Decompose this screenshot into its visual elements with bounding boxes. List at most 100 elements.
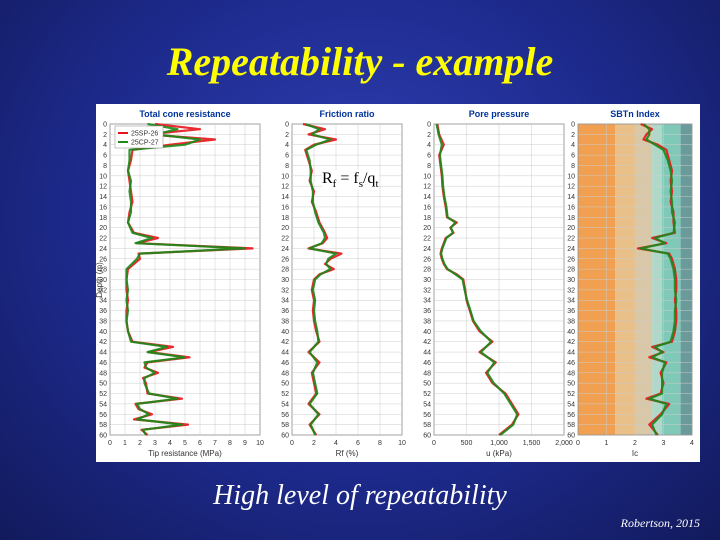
depth-tick-label: 0 <box>285 122 289 129</box>
depth-tick-label: 48 <box>281 370 289 377</box>
depth-tick-label: 50 <box>281 381 289 388</box>
depth-tick-label: 32 <box>567 287 575 294</box>
depth-tick-label: 40 <box>281 329 289 336</box>
depth-tick-label: 56 <box>99 412 107 419</box>
depth-tick-label: 30 <box>281 277 289 284</box>
depth-tick-label: 28 <box>423 267 431 274</box>
panel-xlabel: Ic <box>632 449 638 458</box>
series-line-25cp-27 <box>125 122 247 436</box>
x-tick-label: 1 <box>123 440 127 447</box>
depth-tick-label: 24 <box>567 246 575 253</box>
x-tick-label: 10 <box>256 440 264 447</box>
depth-tick-label: 54 <box>423 401 431 408</box>
x-tick-label: 4 <box>334 440 338 447</box>
depth-tick-label: 50 <box>99 381 107 388</box>
x-tick-label: 2 <box>312 440 316 447</box>
depth-tick-label: 44 <box>567 350 575 357</box>
depth-tick-label: 34 <box>423 298 431 305</box>
depth-tick-label: 34 <box>99 298 107 305</box>
depth-tick-label: 32 <box>99 287 107 294</box>
panel-xlabel: Tip resistance (MPa) <box>148 449 222 458</box>
depth-tick-label: 0 <box>427 122 431 129</box>
depth-tick-label: 2 <box>103 132 107 139</box>
x-tick-label: 5 <box>183 440 187 447</box>
depth-axis-label: Depth (m) <box>96 262 104 298</box>
depth-tick-label: 42 <box>423 339 431 346</box>
series-line-25cp-27 <box>304 122 338 436</box>
depth-tick-label: 24 <box>423 246 431 253</box>
x-tick-label: 2,000 <box>555 440 573 447</box>
depth-tick-label: 2 <box>427 132 431 139</box>
depth-tick-label: 30 <box>99 277 107 284</box>
depth-tick-label: 58 <box>99 422 107 429</box>
series-line-25cp-27 <box>639 123 678 436</box>
depth-tick-label: 10 <box>99 173 107 180</box>
depth-tick-label: 56 <box>281 412 289 419</box>
x-tick-label: 0 <box>108 440 112 447</box>
depth-tick-label: 4 <box>103 142 107 149</box>
depth-tick-label: 54 <box>99 401 107 408</box>
depth-tick-label: 46 <box>423 360 431 367</box>
x-tick-label: 2 <box>633 440 637 447</box>
x-tick-label: 10 <box>398 440 406 447</box>
depth-tick-label: 12 <box>281 184 289 191</box>
formula-eq: = f <box>336 170 359 187</box>
depth-tick-label: 58 <box>423 422 431 429</box>
legend-label: 25SP-26 <box>131 131 158 138</box>
formula-sub-s: s <box>358 178 363 191</box>
depth-tick-label: 4 <box>427 142 431 149</box>
x-tick-label: 3 <box>662 440 666 447</box>
x-tick-label: 1,500 <box>523 440 541 447</box>
x-tick-label: 7 <box>213 440 217 447</box>
depth-tick-label: 24 <box>99 246 107 253</box>
x-tick-label: 8 <box>378 440 382 447</box>
depth-tick-label: 60 <box>567 433 575 440</box>
formula-sub-f: f <box>332 178 337 191</box>
depth-tick-label: 20 <box>281 225 289 232</box>
depth-tick-label: 32 <box>423 287 431 294</box>
depth-tick-label: 28 <box>281 267 289 274</box>
depth-tick-label: 48 <box>567 370 575 377</box>
depth-tick-label: 14 <box>281 194 289 201</box>
x-tick-label: 8 <box>228 440 232 447</box>
depth-tick-label: 18 <box>567 215 575 222</box>
depth-tick-label: 4 <box>285 142 289 149</box>
x-tick-label: 1,000 <box>490 440 508 447</box>
depth-tick-label: 60 <box>423 433 431 440</box>
depth-tick-label: 36 <box>567 308 575 315</box>
depth-tick-label: 10 <box>423 173 431 180</box>
slide-title: Repeatability - example <box>166 39 554 84</box>
depth-tick-label: 50 <box>423 381 431 388</box>
depth-tick-label: 58 <box>567 422 575 429</box>
cpt-charts-svg: 0246810121416182022242628303234363840424… <box>96 109 694 458</box>
depth-tick-label: 42 <box>99 339 107 346</box>
depth-tick-label: 0 <box>571 122 575 129</box>
depth-tick-label: 56 <box>423 412 431 419</box>
x-tick-label: 1 <box>605 440 609 447</box>
depth-tick-label: 26 <box>567 256 575 263</box>
x-tick-label: 9 <box>243 440 247 447</box>
depth-tick-label: 46 <box>99 360 107 367</box>
depth-tick-label: 42 <box>281 339 289 346</box>
depth-tick-label: 48 <box>99 370 107 377</box>
depth-tick-label: 24 <box>281 246 289 253</box>
depth-tick-label: 8 <box>571 163 575 170</box>
depth-tick-label: 30 <box>567 277 575 284</box>
depth-tick-label: 6 <box>103 153 107 160</box>
depth-tick-label: 4 <box>571 142 575 149</box>
depth-tick-label: 44 <box>281 350 289 357</box>
formula-slash: /q <box>362 170 376 187</box>
depth-tick-label: 16 <box>281 204 289 211</box>
x-tick-label: 0 <box>290 440 294 447</box>
depth-tick-label: 0 <box>103 122 107 129</box>
depth-tick-label: 40 <box>423 329 431 336</box>
friction-ratio-formula: Rf = fs/qt <box>322 170 379 191</box>
depth-tick-label: 48 <box>423 370 431 377</box>
depth-tick-label: 60 <box>281 433 289 440</box>
depth-tick-label: 50 <box>567 381 575 388</box>
depth-tick-label: 10 <box>281 173 289 180</box>
depth-tick-label: 22 <box>567 236 575 243</box>
depth-tick-label: 58 <box>281 422 289 429</box>
x-tick-label: 4 <box>168 440 172 447</box>
panel-title: Pore pressure <box>469 109 530 119</box>
